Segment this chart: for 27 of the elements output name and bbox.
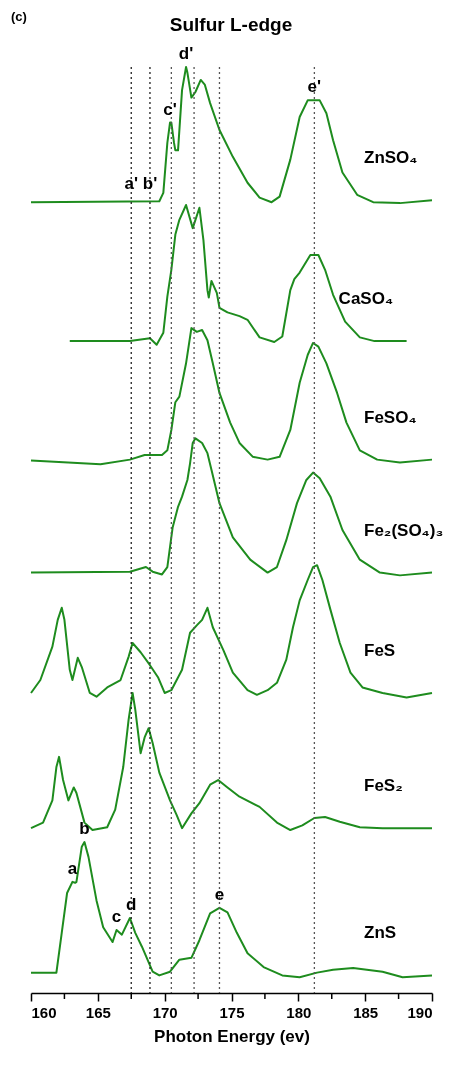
annotation: a xyxy=(67,858,78,878)
annotation: e xyxy=(214,884,225,904)
x-tick-label: 185 xyxy=(353,1003,379,1021)
series-label: FeS xyxy=(364,640,396,660)
annotation: e' xyxy=(307,77,322,97)
x-tick-label: 180 xyxy=(286,1003,312,1021)
series-label: ZnS xyxy=(364,923,397,943)
annotation: b' xyxy=(142,173,158,193)
x-tick-label: 190 xyxy=(407,1003,433,1021)
annotation: a' xyxy=(124,173,138,193)
series-label: Fe₂(SO₄)₃ xyxy=(364,520,444,540)
text: (c) xyxy=(11,9,27,24)
series-label: FeS₂ xyxy=(364,776,403,796)
x-tick-label: 175 xyxy=(219,1003,245,1021)
chart-title: Sulfur L-edge xyxy=(169,14,293,35)
x-tick-label: 170 xyxy=(152,1003,178,1021)
annotation: d xyxy=(126,894,137,914)
x-tick-label: 160 xyxy=(31,1003,57,1021)
series-label: ZnSO₄ xyxy=(364,148,418,168)
x-tick-label: 165 xyxy=(85,1003,111,1021)
annotation: d' xyxy=(178,44,194,63)
annotation: c xyxy=(111,907,122,927)
annotation: b xyxy=(79,819,90,839)
x-axis-title: Photon Energy (ev) xyxy=(154,1026,310,1046)
series-label: CaSO₄ xyxy=(338,289,394,309)
annotation: c' xyxy=(163,99,177,119)
series-label: FeSO₄ xyxy=(364,407,417,427)
